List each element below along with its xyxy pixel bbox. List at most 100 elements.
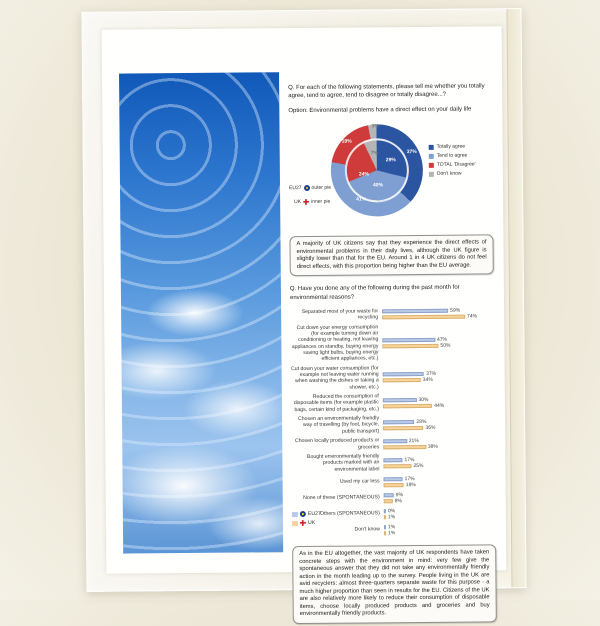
bar-line: 21% [383,437,495,444]
bar-row: Reduced the consumption of disposable it… [291,392,495,413]
bar-row: Chosen locally produced products or groc… [291,436,495,451]
legend-label-uk: UK [307,520,316,527]
uk-bar [384,530,387,535]
eu27-bar [382,372,425,377]
eu27-bar [382,397,417,402]
bar-row: Cut down your energy consumption (for ex… [290,323,494,363]
legend-label-eu27: EU27 [307,510,321,518]
plastic-sleeve: Q. For each of the following statements,… [81,8,527,625]
bar-row: Used my car less 17% 18% [292,474,496,489]
uk-bar [383,482,404,487]
bar-line: 36% [383,424,495,431]
bar-line: 1% [383,523,496,530]
option-statement-text: Option: Environmental problems have a di… [288,106,472,115]
eu-flag-icon [303,185,310,192]
bar-pair: 30% 44% [382,395,495,409]
outer-pie-note: outer pie [311,185,332,192]
bar-pair: 17% 18% [383,474,496,488]
legend-swatch-uk [291,520,298,526]
uk-flag-icon [299,520,306,527]
bar-category-label: Cut down your water consumption (for exa… [290,365,379,391]
bar-pair: 17% 25% [383,455,495,469]
donut-value-label: 3% [371,123,379,130]
legend-label: TOTAL 'Disagree' [436,161,476,169]
bar-category-label: None of these (SPONTANEOUS) [303,494,380,502]
bar-line: 1% [384,529,496,536]
bar-chart: Separated most of your waste for recycli… [290,307,496,537]
uk-bar [383,444,426,449]
bar-row: Chosen an environmentally friendly way o… [291,414,495,435]
uk-bar [383,425,424,430]
bar-value: 36% [425,424,436,431]
legend-label: Totally agree [436,143,466,151]
eu27-bar [383,476,403,481]
donut-inner-pie [344,138,410,203]
bar-value: 21% [408,437,419,444]
eu27-bar [383,419,415,424]
bar-value: 74% [467,313,478,320]
bar-row: Others (SPONTANEOUS) 0% 1% [292,506,496,521]
question-2-text: Q. Have you done any of the following du… [289,285,460,301]
bar-category-label: Cut down your energy consumption (for ex… [291,323,379,363]
bar-line: 34% [382,377,495,384]
bar-value: 44% [434,402,445,409]
bar-line: 38% [383,443,495,450]
bar-pair: 47% 50% [382,335,494,349]
bar-value: 25% [413,462,424,469]
donut-legend-item: Tend to agree [428,152,476,160]
bar-row: Cut down your water consumption (for exa… [291,364,495,391]
bar-line: 37% [382,371,495,377]
bar-chart-legend: EU27 UK [291,510,321,529]
legend-swatch [428,171,434,177]
donut-value-label: 41% [356,196,367,203]
bar-pair: 37% 34% [382,370,495,384]
bar-pair: 59% 74% [382,307,494,321]
eu27-bar [383,457,403,462]
legend-swatch-eu27 [291,511,298,517]
eu27-bar [383,438,407,443]
eu27-bar [382,308,449,314]
bar-line: 28% [383,418,495,425]
legend-swatch [428,144,434,150]
bar-chart-rows: Separated most of your waste for recycli… [290,307,496,537]
donut-outer-ring: 37% 41% 19% 3% 29% 40% 24% 7% [330,123,424,218]
uk-flag-icon [303,199,310,206]
bar-category-label: Used my car less [339,478,380,486]
question-1-text: Q. For each of the following statements,… [288,83,485,100]
outer-pie-side-label: EU27 outer pie [289,185,331,191]
donut-value-label: 29% [385,157,396,164]
water-ripples-photo [119,72,284,554]
legend-swatch [428,162,434,168]
legend-label: Don't know [436,170,462,178]
uk-bar [382,343,439,348]
bar-line: 50% [382,342,494,348]
bar-value: 38% [427,443,438,450]
bar-line: 1% [383,513,496,520]
bar-value: 34% [422,377,433,384]
eu-flag-icon [299,511,306,518]
inner-pie-note: inner pie [311,199,331,206]
bar-pair: 9% 8% [383,490,496,504]
eu27-bar [383,508,386,513]
uk-bar [383,463,412,468]
uk-bar [383,514,386,519]
donut-legend-item: Totally agree [428,143,476,151]
donut-value-label: 40% [372,182,384,189]
bar-pair: 28% 36% [383,417,495,431]
bar-value: 50% [440,342,451,349]
legend-label: Tend to agree [436,152,468,160]
bar-row: Bought environmentally friendly products… [291,452,495,473]
donut-legend-item: Don't know [428,170,476,178]
bar-line: 47% [382,336,494,342]
bar-line: 25% [383,462,495,469]
donut-legend-item: TOTAL 'Disagree' [428,161,476,169]
donut-value-label: 24% [358,171,369,178]
summary-box-2: As in the EU altogether, the vast majori… [292,544,497,625]
bar-line: 8% [383,497,496,504]
bar-row: Separated most of your waste for recycli… [290,307,494,322]
uk-bar [383,498,393,503]
bar-line: 17% [383,475,496,482]
bar-pair: 1% 1% [383,522,496,536]
uk-bar [382,403,433,408]
donut-value-label: 7% [370,150,378,157]
